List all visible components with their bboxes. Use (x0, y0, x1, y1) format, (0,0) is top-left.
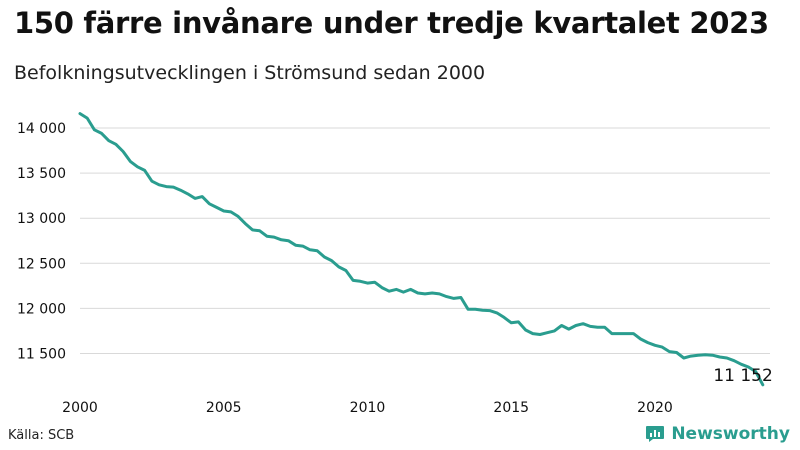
bar-chart-logo-icon (646, 426, 665, 442)
y-tick-label: 12 500 (17, 256, 66, 272)
y-tick-label: 13 000 (17, 211, 66, 227)
x-tick-label: 2005 (206, 400, 242, 416)
series-line (78, 112, 765, 387)
x-tick-label: 2010 (350, 400, 386, 416)
brand-name: Newsworthy (671, 424, 790, 444)
chart-subtitle: Befolkningsutvecklingen i Strömsund seda… (14, 62, 486, 84)
y-tick-label: 12 000 (17, 301, 66, 317)
x-tick-label: 2015 (493, 400, 529, 416)
x-axis-ticks: 2000 2005 2010 2015 2020 (62, 400, 673, 416)
x-tick-label: 2000 (62, 400, 98, 416)
y-tick-label: 14 000 (17, 121, 66, 137)
end-value-label: 11 152 (713, 366, 772, 386)
y-tick-label: 11 500 (17, 346, 66, 362)
y-axis-ticks: 11 500 12 000 12 500 13 000 13 500 14 000 (17, 121, 66, 362)
source-note: Källa: SCB (8, 428, 75, 443)
chart-title: 150 färre invånare under tredje kvartale… (14, 6, 769, 40)
gridlines (80, 127, 770, 354)
brand-logo: Newsworthy (645, 424, 790, 444)
y-tick-label: 13 500 (17, 166, 66, 182)
x-tick-label: 2020 (637, 400, 673, 416)
